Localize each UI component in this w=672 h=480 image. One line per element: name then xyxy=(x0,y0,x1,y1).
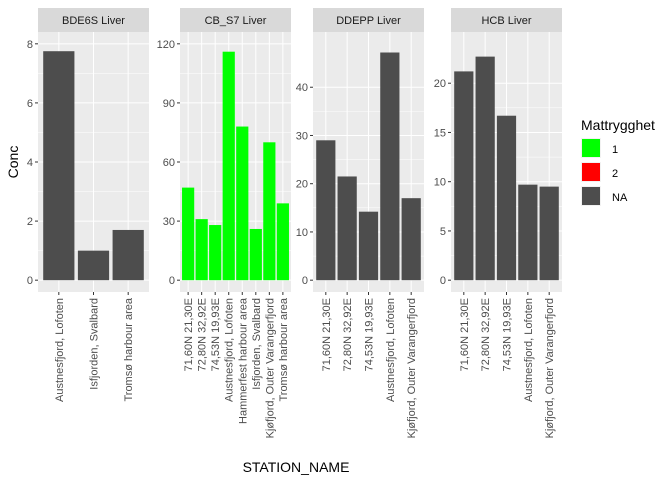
x-tick-label: Kjøfjord, Outer Varangerfjord xyxy=(264,298,276,438)
bar-71-60n-21-30e xyxy=(454,71,474,281)
x-tick-label: 71,60N 21,30E xyxy=(183,298,195,371)
panel-hcb-liver: HCB Liver 0 5 10 15 20 71,60N 21,30E 72,80N 32,… xyxy=(434,8,562,438)
legend-label-1: 1 xyxy=(612,144,618,156)
bar-71-60n-21-30e xyxy=(316,140,336,281)
y-tick-label: 6 xyxy=(27,98,33,110)
y-tick-label: 5 xyxy=(440,226,446,238)
x-tick-label: 74,53N 19,93E xyxy=(364,298,376,371)
x-tick-label: Kjøfjord, Outer Varangerfjord xyxy=(406,298,418,438)
legend: Mattrygghet 1 2 NA xyxy=(581,117,655,206)
legend-title: Mattrygghet xyxy=(581,117,655,133)
x-tick-label: Isfjorden, Svalbard xyxy=(251,298,263,390)
y-axis-label: Conc xyxy=(5,146,21,179)
y-tick-label: 0 xyxy=(169,275,175,287)
panel-strip xyxy=(180,8,291,32)
legend-swatch-na xyxy=(582,187,600,205)
bar-kj-fjord-outer-varangerfjord xyxy=(263,142,276,281)
bar-isfjorden-svalbard xyxy=(249,228,262,281)
bar-72-80n-32-92e xyxy=(337,176,357,281)
x-tick-label: Tromsø harbour area xyxy=(278,297,290,401)
bar-hammerfest-harbour-area xyxy=(236,126,249,281)
y-tick-label: 20 xyxy=(296,179,308,191)
y-tick-label: 10 xyxy=(434,177,446,189)
x-tick-label: Austnesfjord, Lofoten xyxy=(54,298,66,402)
panel-strip xyxy=(38,8,149,32)
y-tick-label: 90 xyxy=(163,98,175,110)
panel-title: HCB Liver xyxy=(481,15,531,27)
panel-title: DDEPP Liver xyxy=(336,15,401,27)
bar-72-80n-32-92e xyxy=(475,56,495,281)
y-tick-label: 120 xyxy=(157,39,175,51)
x-tick-label: Tromsø harbour area xyxy=(123,297,135,401)
x-tick-label: Austnesfjord, Lofoten xyxy=(523,298,535,402)
y-tick-label: 2 xyxy=(27,216,33,228)
y-tick-label: 60 xyxy=(163,157,175,169)
panel-strip xyxy=(451,8,562,32)
bar-troms-harbour-area xyxy=(112,229,144,281)
panel-strip xyxy=(313,8,424,32)
x-tick-label: 71,60N 21,30E xyxy=(459,298,471,371)
x-tick-label: Kjøfjord, Outer Varangerfjord xyxy=(544,298,556,438)
y-tick-label: 10 xyxy=(296,227,308,239)
legend-swatch-2 xyxy=(582,163,600,181)
x-tick-label: 74,53N 19,93E xyxy=(502,298,514,371)
x-tick-label: Isfjorden, Svalbard xyxy=(89,298,101,390)
legend-label-na: NA xyxy=(612,192,628,204)
panel-title: BDE6S Liver xyxy=(62,15,125,27)
x-axis-label: STATION_NAME xyxy=(243,459,350,475)
bar-kj-fjord-outer-varangerfjord xyxy=(401,198,421,281)
x-tick-label: Austnesfjord, Lofoten xyxy=(224,298,236,402)
y-tick-label: 0 xyxy=(302,275,308,287)
bar-isfjorden-svalbard xyxy=(77,250,110,281)
legend-item-2: 2 xyxy=(581,162,618,182)
panel-cb-s7-liver: CB_S7 Liver 0 30 60 90 120 71,60N 21,30E 72,80N… xyxy=(157,8,291,438)
y-tick-label: 0 xyxy=(440,275,446,287)
y-tick-label: 15 xyxy=(434,127,446,139)
bar-74-53n-19-93e xyxy=(358,211,379,281)
legend-label-2: 2 xyxy=(612,168,618,180)
y-tick-label: 8 xyxy=(27,39,33,51)
bar-austnesfjord-lofoten xyxy=(380,52,400,281)
panel-bde6s-liver: BDE6S Liver 0 2 4 6 8 Austnesfjord, Lofoten Isf… xyxy=(27,8,149,402)
bar-austnesfjord-lofoten xyxy=(518,184,538,281)
x-tick-label: 72,80N 32,92E xyxy=(342,298,354,371)
x-tick-label: Hammerfest harbour area xyxy=(237,297,249,424)
bar-72-80n-32-92e xyxy=(195,219,208,281)
bar-austnesfjord-lofoten xyxy=(222,51,235,281)
y-tick-label: 30 xyxy=(296,130,308,142)
bar-kj-fjord-outer-varangerfjord xyxy=(539,186,559,281)
bar-austnesfjord-lofoten xyxy=(43,51,75,281)
x-tick-label: 72,80N 32,92E xyxy=(480,298,492,371)
panel-title: CB_S7 Liver xyxy=(205,15,267,27)
y-tick-label: 4 xyxy=(27,157,33,169)
x-tick-label: 71,60N 21,30E xyxy=(321,298,333,371)
legend-swatch-1 xyxy=(582,139,600,157)
y-tick-label: 20 xyxy=(434,78,446,90)
x-tick-label: 72,80N 32,92E xyxy=(197,298,209,371)
legend-item-1: 1 xyxy=(581,138,618,158)
y-tick-label: 0 xyxy=(27,275,33,287)
bar-71-60n-21-30e xyxy=(182,187,195,281)
x-tick-label: Austnesfjord, Lofoten xyxy=(385,298,397,402)
legend-item-na: NA xyxy=(581,186,628,206)
bar-troms-harbour-area xyxy=(276,203,289,281)
bar-74-53n-19-93e xyxy=(496,115,517,281)
panel-ddepp-liver: DDEPP Liver 0 10 20 30 40 71,60N 21,30E 72,80N … xyxy=(296,8,424,438)
y-tick-label: 40 xyxy=(296,82,308,94)
y-tick-label: 30 xyxy=(163,216,175,228)
bar-74-53n-19-93e xyxy=(209,225,222,281)
x-tick-label: 74,53N 19,93E xyxy=(210,298,222,371)
